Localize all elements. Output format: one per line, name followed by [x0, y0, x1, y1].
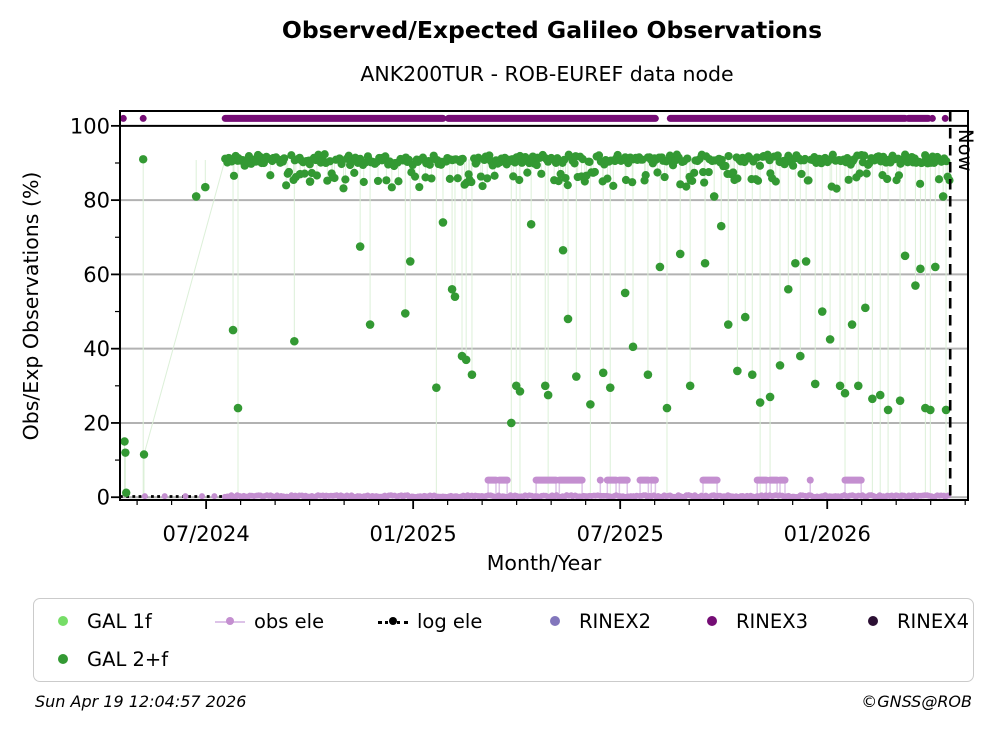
legend-label: RINEX2: [579, 609, 651, 633]
legend-item-gal-2-f: GAL 2+f: [48, 647, 168, 671]
chart-subtitle: ANK200TUR - ROB-EUREF data node: [360, 62, 734, 86]
gal2f-series: [120, 150, 954, 497]
svg-text:80: 80: [83, 189, 110, 213]
legend-item-rinex3: RINEX3: [697, 609, 808, 633]
svg-text:100: 100: [70, 114, 110, 138]
svg-text:07/2025: 07/2025: [577, 522, 664, 546]
legend: GAL 1f obs ele log ele RINEX2 RINEX3 RINEX4 GA…: [33, 598, 974, 682]
legend-label: GAL 2+f: [87, 647, 169, 671]
legend-label: RINEX4: [897, 609, 969, 633]
now-label: Now: [954, 129, 977, 172]
legend-label: GAL 1f: [87, 609, 152, 633]
legend-item-gal-1f: GAL 1f: [48, 609, 152, 633]
legend-item-rinex4: RINEX4: [858, 609, 969, 633]
footer-timestamp: Sun Apr 19 12:04:57 2026: [35, 692, 247, 711]
rinex2-marker-icon: [540, 616, 570, 626]
gridlines: [120, 199, 968, 499]
obs-ele-marker-icon: [215, 617, 245, 625]
rinex3-marker-icon: [697, 616, 727, 626]
axis-ticks: [111, 124, 966, 509]
legend-label: obs ele: [254, 609, 325, 633]
svg-text:0: 0: [97, 486, 110, 510]
svg-text:07/2024: 07/2024: [163, 522, 250, 546]
svg-text:60: 60: [83, 263, 110, 287]
legend-label: RINEX3: [736, 609, 808, 633]
svg-text:01/2026: 01/2026: [784, 522, 871, 546]
log-ele-marker-icon: [378, 617, 408, 625]
svg-text:20: 20: [83, 411, 110, 435]
gal-1f-marker-icon: [48, 616, 78, 626]
gal-2-f-marker-icon: [48, 654, 78, 664]
plot-frame: [119, 110, 969, 501]
rinex4-marker-icon: [858, 616, 888, 626]
legend-label: log ele: [417, 609, 483, 633]
legend-item-log-ele: log ele: [378, 609, 482, 633]
y-axis-label: Obs/Exp Observations (%): [19, 171, 43, 441]
rinex3-series: [119, 114, 949, 122]
chart-title: Observed/Expected Galileo Observations: [281, 16, 823, 44]
footer-credit: ©GNSS@ROB: [861, 692, 972, 711]
tick-labels: 07/2024 01/2025 07/2025 01/2026 0 20 40 60 80 100: [70, 114, 871, 546]
obs-ele-series: [141, 476, 952, 501]
svg-text:40: 40: [83, 337, 110, 361]
svg-text:01/2025: 01/2025: [370, 522, 457, 546]
legend-item-rinex2: RINEX2: [540, 609, 651, 633]
x-axis-label: Month/Year: [486, 551, 602, 575]
legend-item-obs-ele: obs ele: [215, 609, 324, 633]
gal2f-drop-lines: [124, 159, 950, 497]
